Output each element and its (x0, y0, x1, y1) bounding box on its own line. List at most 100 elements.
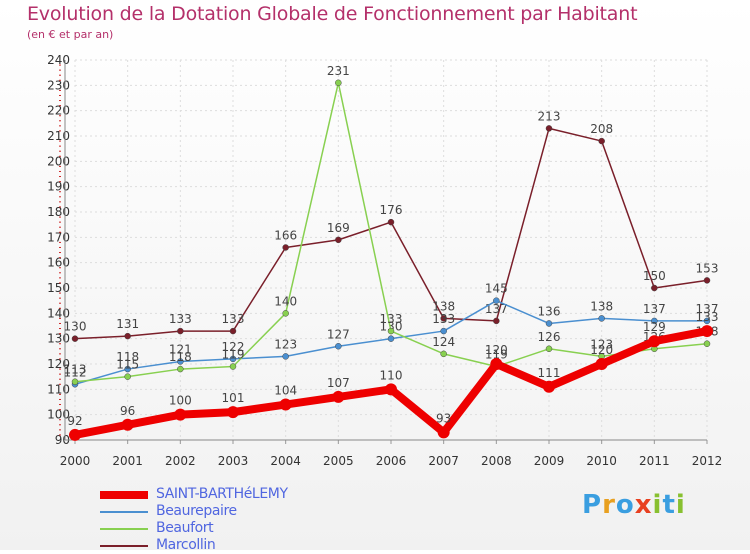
data-point-saint-barth-lemy (69, 428, 81, 441)
data-point-beaurepaire (124, 365, 131, 373)
data-label-beaufort: 118 (169, 350, 192, 364)
data-label-saint-barth-lemy: 104 (274, 384, 297, 398)
data-label-beaurepaire: 127 (327, 327, 350, 341)
data-point-beaurepaire (493, 297, 500, 304)
data-point-saint-barth-lemy (701, 325, 713, 338)
data-label-marcollin: 176 (380, 203, 403, 217)
x-tick-label: 2012 (692, 454, 723, 468)
data-point-saint-barth-lemy (437, 426, 450, 439)
data-point-saint-barth-lemy (121, 418, 134, 431)
data-point-beaufort (229, 363, 237, 370)
y-tick-label: 170 (47, 230, 70, 244)
data-point-saint-barth-lemy (490, 358, 503, 370)
data-point-beaurepaire (177, 358, 184, 365)
data-label-beaurepaire: 138 (590, 299, 613, 313)
data-point-beaufort (282, 310, 289, 317)
data-label-marcollin: 150 (643, 269, 666, 283)
data-label-saint-barth-lemy: 120 (590, 343, 613, 357)
data-point-beaufort (703, 340, 711, 347)
y-tick-label: 230 (47, 78, 70, 92)
data-point-marcollin (124, 332, 131, 340)
logo-letter: t (662, 490, 676, 520)
data-point-marcollin (177, 327, 184, 335)
data-label-beaurepaire: 137 (696, 302, 719, 316)
proxiti-logo: Proxiti (582, 490, 686, 520)
data-point-beaurepaire (440, 327, 447, 335)
data-point-beaufort (440, 350, 447, 358)
data-point-beaurepaire (651, 317, 658, 325)
data-label-beaufort: 133 (380, 312, 403, 326)
data-point-marcollin (493, 317, 500, 325)
data-label-saint-barth-lemy: 93 (436, 411, 451, 425)
data-label-beaurepaire: 112 (64, 365, 87, 379)
data-label-beaufort: 231 (327, 64, 350, 78)
y-tick-label: 200 (47, 154, 70, 168)
x-tick-label: 2002 (165, 454, 196, 468)
data-point-marcollin (229, 327, 237, 335)
chart-subtitle: (en € et par an) (27, 28, 114, 41)
data-point-beaufort (387, 327, 395, 335)
x-tick-label: 2008 (481, 454, 512, 468)
data-point-saint-barth-lemy (543, 380, 555, 393)
x-tick-label: 2009 (534, 454, 565, 468)
data-label-marcollin: 169 (327, 221, 350, 235)
data-point-beaurepaire (703, 317, 711, 325)
x-tick-label: 2004 (270, 454, 301, 468)
data-label-beaurepaire: 130 (380, 320, 403, 334)
data-label-beaufort: 123 (590, 337, 613, 351)
data-point-saint-barth-lemy (332, 390, 345, 403)
legend-swatch (100, 491, 148, 499)
data-label-beaufort: 115 (116, 358, 139, 372)
data-label-marcollin: 166 (274, 228, 297, 242)
x-tick-label: 2007 (428, 454, 459, 468)
logo-letter: i (652, 490, 663, 520)
data-label-beaurepaire: 136 (538, 304, 561, 318)
data-label-saint-barth-lemy: 101 (222, 391, 245, 405)
data-label-marcollin: 131 (116, 317, 139, 331)
legend-swatch (100, 511, 148, 513)
x-tick-label: 2005 (323, 454, 354, 468)
data-point-beaufort (545, 345, 553, 353)
y-tick-label: 90 (55, 433, 70, 447)
data-label-beaufort: 119 (485, 348, 508, 362)
data-point-marcollin (598, 137, 605, 145)
data-label-beaurepaire: 137 (643, 302, 666, 316)
data-point-beaurepaire (335, 343, 342, 350)
logo-letter: P (582, 490, 603, 520)
y-tick-label: 220 (47, 104, 70, 118)
data-point-beaurepaire (282, 353, 289, 360)
y-tick-label: 120 (47, 357, 70, 371)
y-tick-label: 130 (47, 332, 70, 346)
legend-swatch (100, 528, 148, 530)
y-tick-label: 140 (47, 306, 70, 320)
data-point-beaurepaire (598, 315, 605, 322)
data-label-marcollin: 208 (590, 122, 613, 136)
data-point-beaurepaire (387, 335, 395, 342)
data-label-saint-barth-lemy: 129 (643, 320, 666, 334)
x-tick-label: 2011 (639, 454, 670, 468)
y-tick-label: 240 (47, 53, 70, 67)
data-label-marcollin: 137 (485, 302, 508, 316)
legend-label: Beaurepaire (156, 503, 237, 519)
y-tick-label: 160 (47, 256, 70, 270)
data-label-beaufort: 113 (64, 363, 87, 377)
data-point-marcollin (71, 335, 79, 342)
data-label-marcollin: 133 (222, 312, 245, 326)
data-point-saint-barth-lemy (174, 408, 187, 421)
data-point-marcollin (282, 244, 289, 251)
logo-letter: o (615, 490, 635, 520)
data-label-marcollin: 133 (169, 312, 192, 326)
y-tick-label: 150 (47, 281, 70, 295)
data-label-beaufort: 126 (538, 330, 561, 344)
data-point-marcollin (440, 315, 447, 322)
logo-letter: x (634, 490, 653, 520)
data-label-beaurepaire: 122 (222, 340, 245, 354)
data-point-saint-barth-lemy (595, 358, 608, 370)
x-tick-label: 2010 (586, 454, 617, 468)
x-tick-label: 2006 (376, 454, 407, 468)
data-point-beaufort (124, 373, 131, 380)
data-label-saint-barth-lemy: 100 (169, 394, 192, 408)
data-label-saint-barth-lemy: 107 (327, 376, 350, 390)
